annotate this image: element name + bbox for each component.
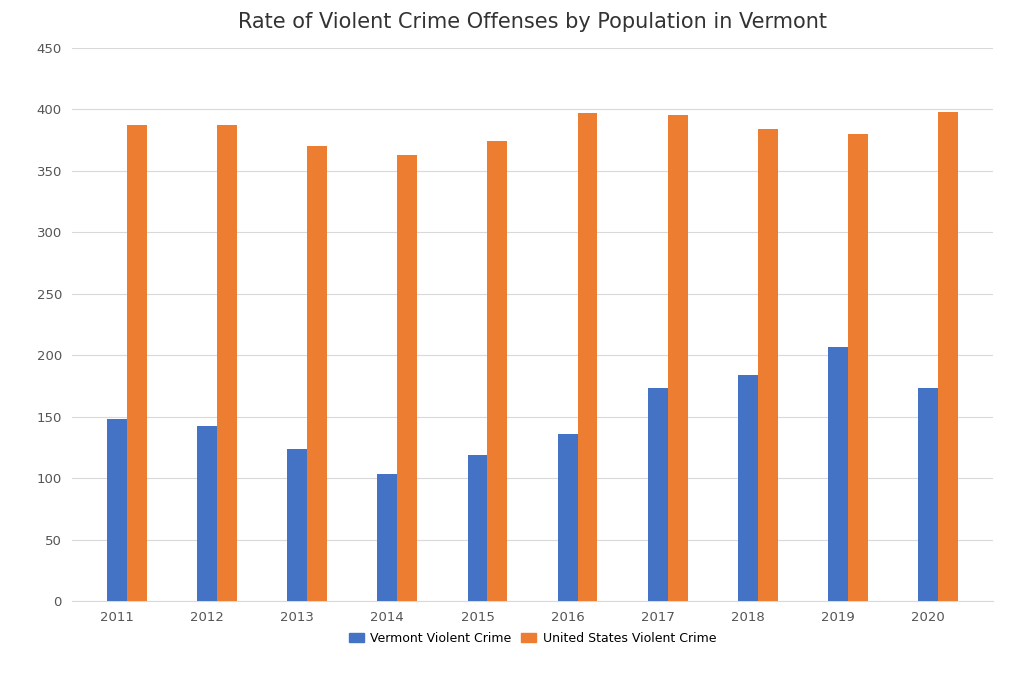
Bar [919, 389, 938, 601]
Bar [828, 346, 848, 601]
Bar [758, 129, 778, 601]
Bar [397, 155, 417, 601]
Bar [106, 419, 127, 601]
Legend: Vermont Violent Crime, United States Violent Crime: Vermont Violent Crime, United States Vio… [344, 627, 721, 650]
Bar [648, 389, 668, 601]
Bar [287, 449, 307, 601]
Bar [197, 426, 217, 601]
Bar [487, 141, 507, 601]
Bar [738, 375, 758, 601]
Title: Rate of Violent Crime Offenses by Population in Vermont: Rate of Violent Crime Offenses by Popula… [238, 12, 827, 32]
Bar [938, 112, 958, 601]
Bar [307, 146, 327, 601]
Bar [578, 113, 597, 601]
Bar [848, 134, 868, 601]
Bar [217, 125, 237, 601]
Bar [668, 115, 687, 601]
Bar [127, 125, 146, 601]
Bar [378, 475, 397, 601]
Bar [558, 434, 578, 601]
Bar [468, 455, 487, 601]
